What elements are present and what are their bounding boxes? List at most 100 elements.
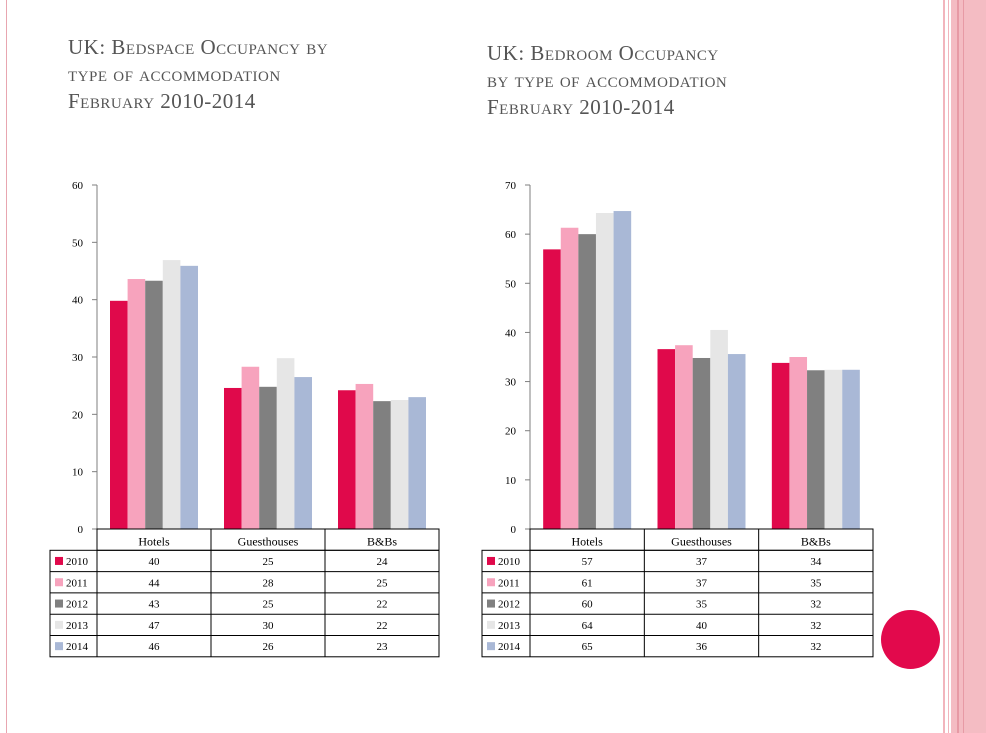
table-value-2010-1: 25 (263, 556, 275, 568)
bar-2010-guesthouses (224, 387, 242, 529)
category-label-guesthouses: Guesthouses (671, 534, 732, 548)
bar-2014-bbs (408, 397, 426, 529)
decorative-stripe (943, 0, 945, 733)
bar-2014-guesthouses (727, 354, 746, 529)
table-value-2013-0: 47 (149, 620, 161, 632)
table-value-2013-1: 30 (263, 620, 275, 632)
table-value-2013-0: 64 (582, 620, 594, 632)
table-value-2012-2: 22 (377, 599, 388, 611)
category-label-bbs: B&Bs (801, 534, 831, 548)
legend-swatch-2012 (487, 599, 495, 608)
table-value-2010-0: 40 (149, 556, 161, 568)
table-value-2012-0: 60 (582, 599, 594, 611)
bar-2010-hotels (543, 249, 561, 529)
bar-2014-hotels (180, 265, 198, 529)
table-value-2011-2: 25 (377, 577, 389, 589)
bar-2013-bbs (390, 400, 409, 529)
bar-2011-bbs (355, 383, 374, 529)
bar-2011-hotels (560, 227, 579, 530)
bar-2014-bbs (842, 369, 860, 529)
table-value-2010-2: 24 (377, 556, 389, 568)
legend-swatch-2010 (55, 556, 63, 565)
category-label-hotels: Hotels (571, 534, 603, 548)
category-label-bbs: B&Bs (367, 534, 397, 548)
table-value-2010-1: 37 (696, 556, 708, 568)
y-tick-label: 30 (505, 377, 517, 389)
table-value-2012-1: 35 (696, 599, 708, 611)
decorative-red-dot (881, 610, 940, 669)
y-tick-label: 10 (72, 467, 84, 479)
y-tick-label: 20 (72, 409, 84, 421)
bar-2014-guesthouses (294, 377, 312, 529)
decorative-stripe (948, 0, 949, 733)
table-value-2011-2: 35 (810, 577, 822, 589)
table-value-2013-1: 40 (696, 620, 708, 632)
legend-swatch-2013 (487, 620, 495, 629)
y-tick-label: 10 (505, 475, 517, 487)
bar-2011-guesthouses (241, 366, 260, 529)
legend-swatch-2014 (487, 642, 495, 651)
bar-2012-guesthouses (259, 386, 277, 529)
y-tick-label: 50 (72, 237, 84, 249)
bar-2011-guesthouses (675, 345, 693, 529)
left-chart-title: UK: Bedspace Occupancy by type of accomm… (68, 34, 328, 115)
legend-swatch-2011 (487, 578, 495, 587)
y-tick-label: 0 (78, 524, 84, 536)
table-value-2013-2: 32 (810, 620, 821, 632)
right-title-line-2: by type of accommodation (487, 68, 728, 92)
legend-label-2012: 2012 (498, 599, 520, 611)
bar-2012-bbs (807, 370, 825, 529)
table-value-2014-1: 36 (696, 641, 708, 653)
legend-label-2013: 2013 (498, 620, 521, 632)
category-label-guesthouses: Guesthouses (238, 534, 299, 548)
bar-2012-hotels (578, 234, 596, 529)
bar-2010-bbs (771, 362, 790, 529)
decorative-stripe (951, 0, 986, 733)
bar-2010-hotels (110, 300, 128, 529)
y-tick-label: 50 (505, 278, 517, 290)
y-tick-label: 70 (505, 180, 517, 192)
y-tick-label: 60 (505, 229, 517, 241)
legend-swatch-2011 (55, 578, 63, 587)
legend-label-2014: 2014 (498, 641, 521, 653)
bar-2010-bbs (338, 390, 356, 529)
left-border-line (6, 0, 7, 733)
bar-2010-guesthouses (657, 349, 676, 529)
bar-2013-guesthouses (276, 358, 295, 529)
legend-label-2012: 2012 (66, 599, 88, 611)
bar-2013-guesthouses (710, 329, 728, 529)
left-title-line-1: UK: Bedspace Occupancy by (68, 35, 329, 59)
legend-swatch-2014 (55, 642, 63, 651)
legend-label-2011: 2011 (498, 577, 520, 589)
right-title-line-3: February 2010-2014 (487, 95, 675, 119)
legend-label-2010: 2010 (498, 556, 521, 568)
legend-swatch-2012 (55, 599, 63, 608)
bar-2011-hotels (127, 279, 146, 529)
bar-2012-bbs (373, 401, 391, 529)
table-value-2011-0: 44 (149, 577, 161, 589)
table-value-2014-2: 23 (377, 641, 389, 653)
legend-swatch-2013 (55, 620, 63, 629)
y-tick-label: 60 (72, 180, 84, 192)
table-value-2010-2: 34 (810, 556, 822, 568)
bar-2012-guesthouses (692, 357, 711, 529)
left-title-line-2: type of accommodation (68, 62, 281, 86)
y-tick-label: 40 (505, 327, 517, 339)
legend-label-2014: 2014 (66, 641, 89, 653)
left-title-line-3: February 2010-2014 (68, 89, 256, 113)
bar-2012-hotels (145, 280, 163, 529)
bar-2013-bbs (824, 369, 843, 529)
right-title-line-1: UK: Bedroom Occupancy (487, 41, 719, 65)
bar-2013-hotels (595, 213, 614, 530)
table-value-2014-0: 65 (582, 641, 594, 653)
legend-label-2011: 2011 (66, 577, 88, 589)
table-value-2010-0: 57 (582, 556, 594, 568)
table-value-2014-2: 32 (810, 641, 821, 653)
legend-swatch-2010 (487, 556, 495, 565)
y-tick-label: 30 (72, 352, 84, 364)
table-value-2014-0: 46 (149, 641, 161, 653)
right-chart-title: UK: Bedroom Occupancy by type of accommo… (487, 40, 727, 121)
table-value-2014-1: 26 (263, 641, 275, 653)
table-value-2012-1: 25 (263, 599, 275, 611)
